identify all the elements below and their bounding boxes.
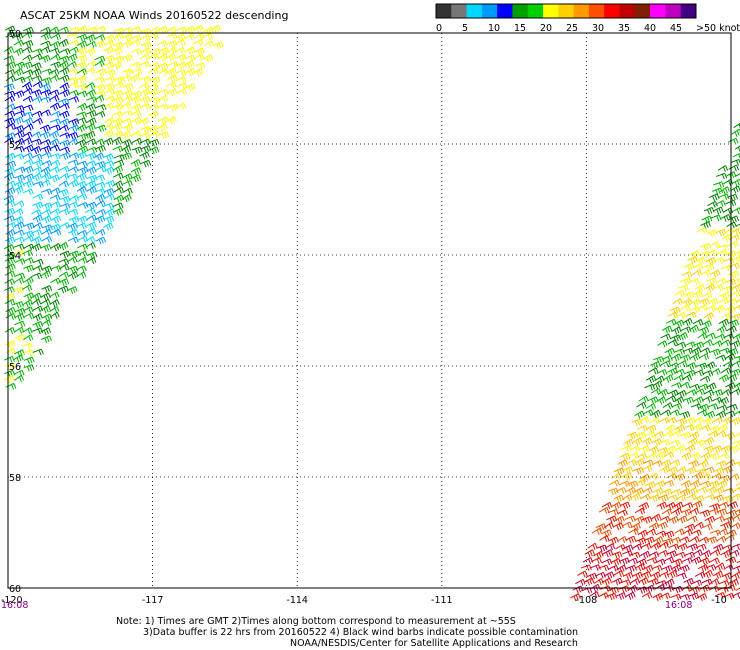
wind-speed-color-scale: 0 5 10 15 20 25 30 35 40 45 >50 knots	[435, 3, 740, 34]
scale-swatch	[634, 4, 651, 18]
lat-label: 52	[9, 140, 21, 151]
lon-label: -108	[576, 595, 598, 606]
scale-label: 45	[670, 23, 682, 34]
lat-label: 54	[9, 251, 21, 262]
scale-label: 15	[514, 23, 526, 34]
scale-swatch	[650, 4, 666, 18]
scale-swatch	[436, 4, 452, 18]
scale-swatch	[604, 4, 621, 18]
scale-swatch	[573, 4, 590, 18]
scale-swatch	[451, 4, 468, 18]
scale-swatch	[543, 4, 559, 18]
scale-swatch	[466, 4, 483, 18]
plot-frame	[7, 32, 732, 589]
scale-swatch	[558, 4, 575, 18]
scale-label: 10	[488, 23, 500, 34]
note-line-1: Note: 1) Times are GMT 2)Times along bot…	[116, 616, 516, 627]
wind-barb-swaths	[3, 24, 740, 602]
scale-swatch	[619, 4, 636, 18]
scale-label: 30	[592, 23, 604, 34]
lon-label: -10	[711, 595, 727, 606]
lon-label: -114	[286, 595, 308, 606]
scale-swatch	[527, 4, 544, 18]
note-line-3: NOAA/NESDIS/Center for Satellite Applica…	[290, 638, 578, 649]
scale-swatch	[680, 4, 697, 18]
axis-labels: -120 -117 -114 -111 -108 -10 50 52 54 56 58 60 16:08…	[1, 29, 727, 611]
grid-lines	[7, 32, 732, 589]
scale-label: 5	[462, 23, 468, 34]
scale-label: 35	[618, 23, 630, 34]
scale-swatch	[512, 4, 529, 18]
scale-label: 0	[436, 23, 442, 34]
scale-swatch	[665, 4, 682, 18]
lon-label: -120	[1, 595, 23, 606]
lat-label: 50	[9, 29, 21, 40]
time-label-right: 16:08	[665, 600, 692, 611]
note-line-2: 3)Data buffer is 22 hrs from 20160522 4)…	[143, 627, 579, 638]
time-label-left: 16:08	[1, 600, 28, 611]
scale-label: 25	[566, 23, 578, 34]
lat-label: 56	[9, 362, 21, 373]
lon-label: -111	[431, 595, 453, 606]
scale-swatch	[481, 4, 498, 18]
scale-label: >50 knots	[696, 23, 740, 34]
lon-label: -117	[142, 595, 164, 606]
scale-swatch	[497, 4, 513, 18]
scale-label: 20	[540, 23, 552, 34]
map-title: ASCAT 25KM NOAA Winds 20160522 descendin…	[20, 9, 289, 22]
scale-label: 40	[644, 23, 656, 34]
lat-label: 60	[9, 584, 21, 595]
lat-label: 58	[9, 473, 21, 484]
scale-swatch	[588, 4, 605, 18]
